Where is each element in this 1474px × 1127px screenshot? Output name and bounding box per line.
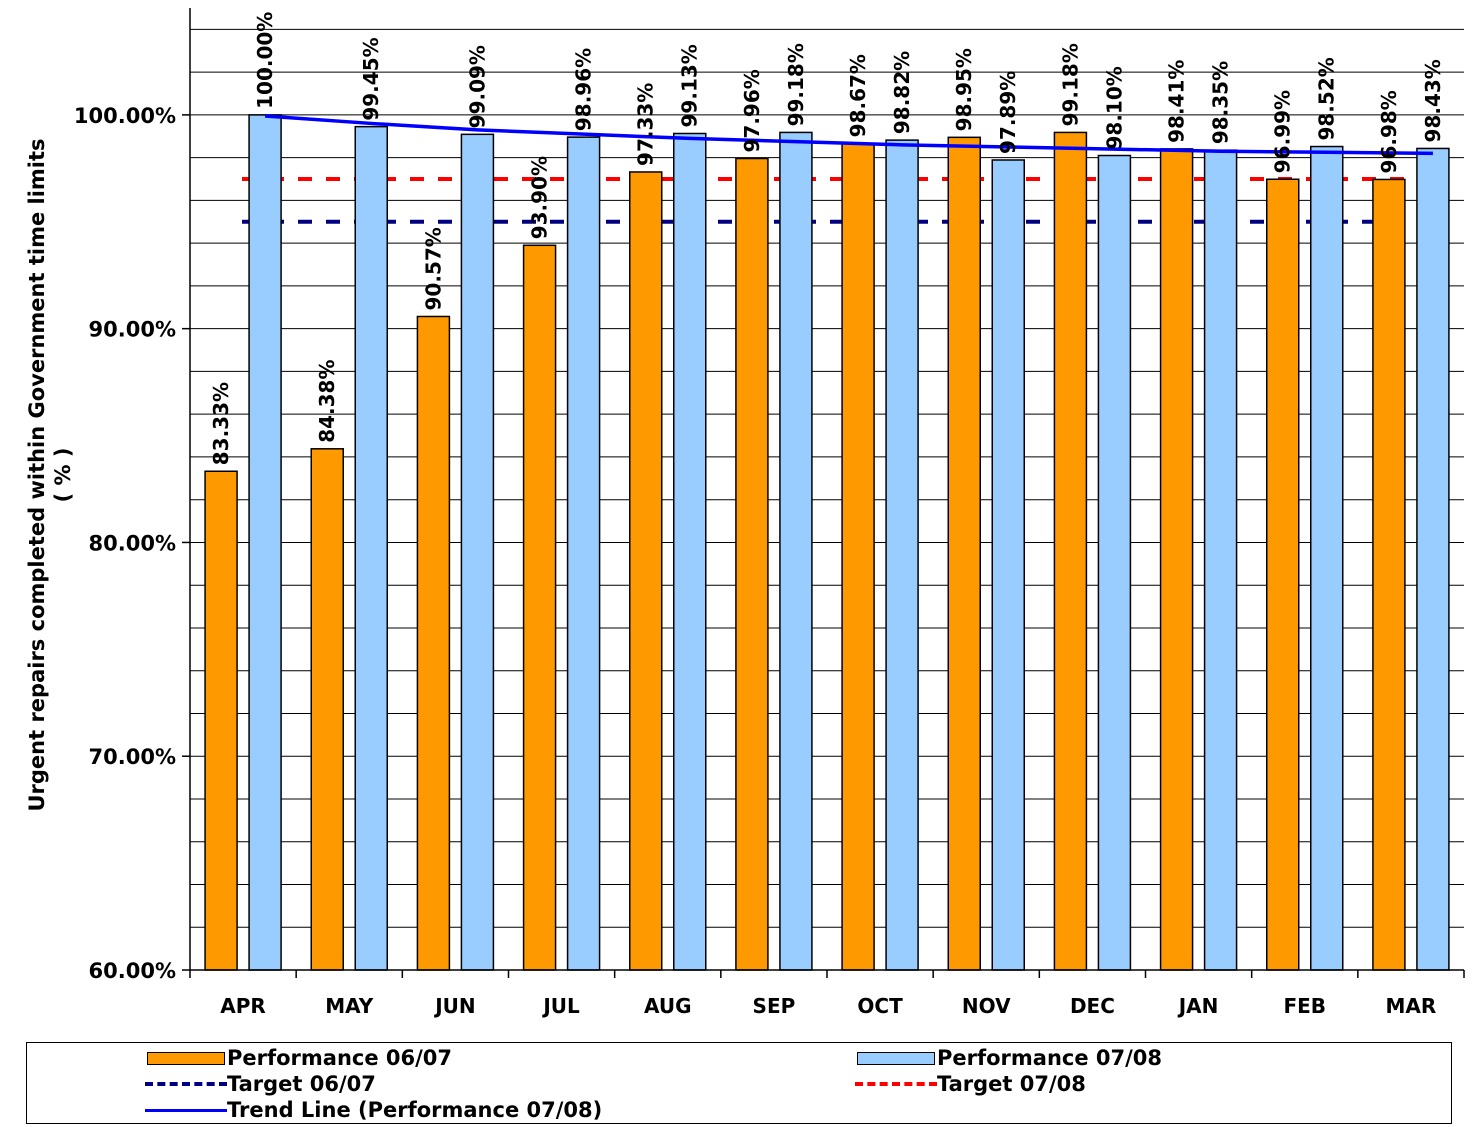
data-label: 98.41%	[1165, 60, 1189, 143]
legend-item-target-0708: Target 07/08	[855, 1073, 1086, 1095]
bar	[310, 448, 344, 971]
data-label: 98.52%	[1315, 57, 1339, 140]
data-label: 98.43%	[1421, 59, 1445, 142]
bar	[1266, 178, 1300, 971]
data-label: 99.18%	[784, 43, 808, 126]
data-label: 98.95%	[952, 48, 976, 131]
x-tick-label: OCT	[857, 994, 903, 1018]
data-label: 98.82%	[890, 51, 914, 134]
data-label: 96.98%	[1377, 90, 1401, 173]
data-label: 84.38%	[315, 359, 339, 442]
x-tick-label: APR	[220, 994, 266, 1018]
legend-label: Target 06/07	[227, 1072, 376, 1096]
legend-swatch-performance-0708	[855, 1047, 937, 1069]
bar	[566, 136, 601, 971]
data-label: 98.96%	[572, 48, 596, 131]
y-tick-label: 100.00%	[74, 104, 176, 128]
data-label: 97.33%	[634, 83, 658, 166]
y-tick-label: 90.00%	[89, 318, 176, 342]
data-label: 96.99%	[1271, 90, 1295, 173]
bar	[1053, 131, 1088, 971]
data-label: 99.13%	[678, 44, 702, 127]
legend-swatch-target-0708	[855, 1073, 937, 1095]
legend-label: Performance 07/08	[937, 1046, 1163, 1070]
x-tick-label: DEC	[1070, 994, 1115, 1018]
legend-label: Target 07/08	[937, 1072, 1086, 1096]
x-tick-label: MAR	[1386, 994, 1437, 1018]
data-label: 99.09%	[465, 45, 489, 128]
data-label: 97.96%	[740, 69, 764, 152]
y-axis-title: Urgent repairs completed within Governme…	[25, 138, 49, 811]
bar	[1310, 145, 1344, 971]
bar	[1372, 178, 1406, 971]
data-label: 98.67%	[846, 54, 870, 137]
bar	[522, 244, 557, 971]
bar	[841, 142, 875, 971]
bar	[673, 132, 707, 971]
y-tick-label: 70.00%	[89, 745, 176, 769]
chart: 83.33% 100.00% 84.38% 99.45% 90.57% 99.09% 93.…	[25, 8, 1465, 1018]
data-labels: 83.33% 100.00% 84.38% 99.45% 90.57% 99.09% 93.…	[209, 12, 1445, 466]
legend-swatch-performance-0607	[145, 1047, 227, 1069]
data-label: 99.18%	[1058, 43, 1082, 126]
trend-line	[264, 114, 1433, 156]
bar	[204, 470, 238, 971]
x-tick-label: FEB	[1283, 994, 1326, 1018]
x-tick-label: JAN	[1177, 994, 1219, 1018]
x-tick-label: JUN	[433, 994, 475, 1018]
legend-swatch-trend-line	[145, 1099, 227, 1121]
grid	[190, 28, 1464, 928]
x-tick-label: NOV	[962, 994, 1011, 1018]
bar	[779, 131, 813, 971]
data-label: 93.90%	[528, 156, 552, 239]
bar	[1097, 154, 1132, 971]
bar	[460, 133, 495, 971]
data-label: 98.10%	[1102, 66, 1126, 149]
bar	[991, 159, 1025, 971]
trend-line-layer	[264, 114, 1433, 156]
bar	[947, 136, 981, 971]
data-label: 97.89%	[996, 71, 1020, 154]
legend-item-target-0607: Target 06/07	[145, 1073, 376, 1095]
data-label: 100.00%	[253, 12, 277, 109]
bar	[735, 157, 769, 971]
x-tick-label: SEP	[753, 994, 796, 1018]
legend-swatch-target-0607	[145, 1073, 227, 1095]
x-tick-label: JUL	[541, 994, 580, 1018]
bar	[1416, 147, 1450, 971]
data-label: 99.45%	[359, 37, 383, 120]
legend-label: Trend Line (Performance 07/08)	[227, 1098, 603, 1122]
bar	[248, 114, 282, 971]
axes: 60.00% 70.00% 80.00% 90.00% 100.00% APR MAY JUN…	[74, 8, 1465, 1018]
legend-label: Performance 06/07	[227, 1046, 453, 1070]
x-tick-label: MAY	[325, 994, 373, 1018]
y-tick-label: 60.00%	[89, 959, 176, 983]
bar	[629, 171, 663, 971]
legend-item-performance-0607: Performance 06/07	[145, 1047, 452, 1069]
legend-item-performance-0708: Performance 07/08	[855, 1047, 1162, 1069]
bar	[1203, 149, 1238, 971]
bar	[354, 125, 388, 971]
data-label: 98.35%	[1209, 61, 1233, 144]
bar	[885, 139, 919, 971]
bar	[416, 315, 451, 971]
bar	[1159, 148, 1194, 971]
y-axis-title-unit: ( % )	[51, 448, 75, 503]
data-label: 83.33%	[209, 382, 233, 465]
data-label: 90.57%	[421, 227, 445, 310]
y-tick-label: 80.00%	[89, 531, 176, 555]
x-tick-label: AUG	[644, 994, 692, 1018]
legend-item-trend-line: Trend Line (Performance 07/08)	[145, 1099, 602, 1121]
legend: Performance 06/07 Performance 07/08 Targ…	[26, 1042, 1452, 1124]
